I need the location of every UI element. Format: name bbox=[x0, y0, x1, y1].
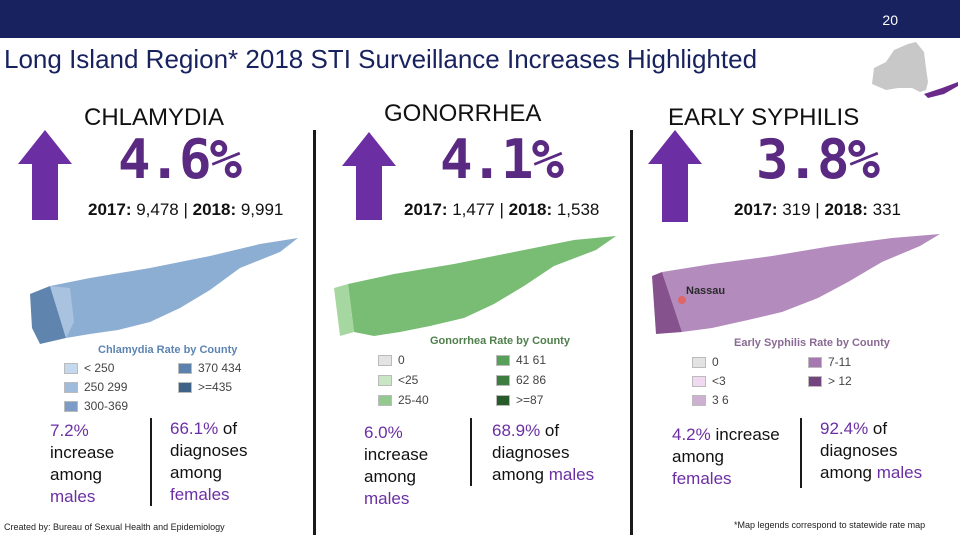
chlamydia-comparison: 2017: 9,478 | 2018: 9,991 bbox=[88, 200, 284, 219]
legend-item: 3 6 bbox=[692, 393, 729, 407]
slide-title: Long Island Region* 2018 STI Surveillanc… bbox=[4, 44, 758, 74]
legend-item: 370 434 bbox=[178, 361, 241, 375]
legend-item: 25-40 bbox=[378, 393, 429, 407]
gonorrhea-label: GONORRHEA bbox=[384, 100, 542, 127]
legend-swatch bbox=[496, 394, 510, 406]
legend-swatch bbox=[692, 394, 706, 406]
gonorrhea-percent: 4.1% bbox=[440, 128, 564, 191]
legend-item: < 250 bbox=[64, 361, 114, 375]
legend-item: 250 299 bbox=[64, 380, 127, 394]
column-divider-2 bbox=[630, 130, 633, 535]
legend-swatch bbox=[378, 394, 392, 406]
legend-item: 0 bbox=[692, 355, 719, 369]
legend-swatch bbox=[64, 381, 78, 393]
syphilis-stat-diagnoses: 92.4% of diagnoses among males bbox=[820, 419, 923, 482]
legend-swatch bbox=[692, 375, 706, 387]
stat-divider bbox=[800, 418, 802, 488]
up-arrow-icon bbox=[648, 130, 702, 222]
stat-divider bbox=[470, 418, 472, 486]
syphilis-legend-title: Early Syphilis Rate by County bbox=[734, 337, 890, 349]
legend-item: 7-11 bbox=[808, 355, 851, 369]
gonorrhea-stat-males: 6.0% increase among males bbox=[364, 423, 429, 508]
legend-item: 300-369 bbox=[64, 399, 128, 413]
legend-item: 62 86 bbox=[496, 373, 546, 387]
syphilis-stat-females: 4.2% increase among females bbox=[672, 425, 780, 488]
legend-swatch bbox=[808, 375, 822, 387]
legend-swatch bbox=[496, 354, 510, 366]
legend-swatch bbox=[178, 362, 192, 374]
legend-swatch bbox=[378, 374, 392, 386]
legend-swatch bbox=[178, 381, 192, 393]
legend-item: 0 bbox=[378, 353, 405, 367]
new-york-state-map-icon bbox=[872, 42, 958, 98]
legend-item: <3 bbox=[692, 374, 726, 388]
column-divider-1 bbox=[313, 130, 316, 535]
map-label-nassau: Nassau bbox=[686, 285, 726, 297]
syphilis-county-map bbox=[652, 234, 940, 334]
syphilis-percent: 3.8% bbox=[756, 128, 880, 191]
gonorrhea-county-map bbox=[334, 236, 616, 336]
chlamydia-county-map bbox=[30, 238, 298, 344]
legend-swatch bbox=[378, 354, 392, 366]
legend-swatch bbox=[64, 400, 78, 412]
chlamydia-label: CHLAMYDIA bbox=[84, 104, 225, 131]
syphilis-label: EARLY SYPHILIS bbox=[668, 104, 860, 131]
gonorrhea-legend-title: Gonorrhea Rate by County bbox=[430, 335, 570, 347]
chlamydia-stat-females: 66.1% of diagnoses among females bbox=[170, 419, 248, 504]
up-arrow-icon bbox=[342, 132, 396, 220]
legend-swatch bbox=[808, 356, 822, 368]
footer-created-by: Created by: Bureau of Sexual Health and … bbox=[4, 522, 225, 532]
up-arrow-icon bbox=[18, 130, 72, 220]
legend-swatch bbox=[692, 356, 706, 368]
legend-item: <25 bbox=[378, 373, 418, 387]
page-number: 20 bbox=[882, 12, 898, 28]
legend-item: >=435 bbox=[178, 380, 232, 394]
stat-divider bbox=[150, 418, 152, 506]
legend-item: 41 61 bbox=[496, 353, 546, 367]
legend-swatch bbox=[64, 362, 78, 374]
chlamydia-percent: 4.6% bbox=[118, 128, 242, 191]
gonorrhea-comparison: 2017: 1,477 | 2018: 1,538 bbox=[404, 200, 600, 219]
legend-item: > 12 bbox=[808, 374, 852, 388]
header-bar: 20 bbox=[0, 0, 960, 38]
legend-item: >=87 bbox=[496, 393, 543, 407]
syphilis-comparison: 2017: 319 | 2018: 331 bbox=[734, 200, 902, 219]
footer-map-note: *Map legends correspond to statewide rat… bbox=[734, 520, 926, 530]
gonorrhea-stat-diagnoses: 68.9% of diagnoses among males bbox=[492, 421, 595, 484]
chlamydia-stat-males: 7.2% increase among males bbox=[50, 421, 115, 506]
chlamydia-legend-title: Chlamydia Rate by County bbox=[98, 344, 238, 356]
legend-swatch bbox=[496, 374, 510, 386]
